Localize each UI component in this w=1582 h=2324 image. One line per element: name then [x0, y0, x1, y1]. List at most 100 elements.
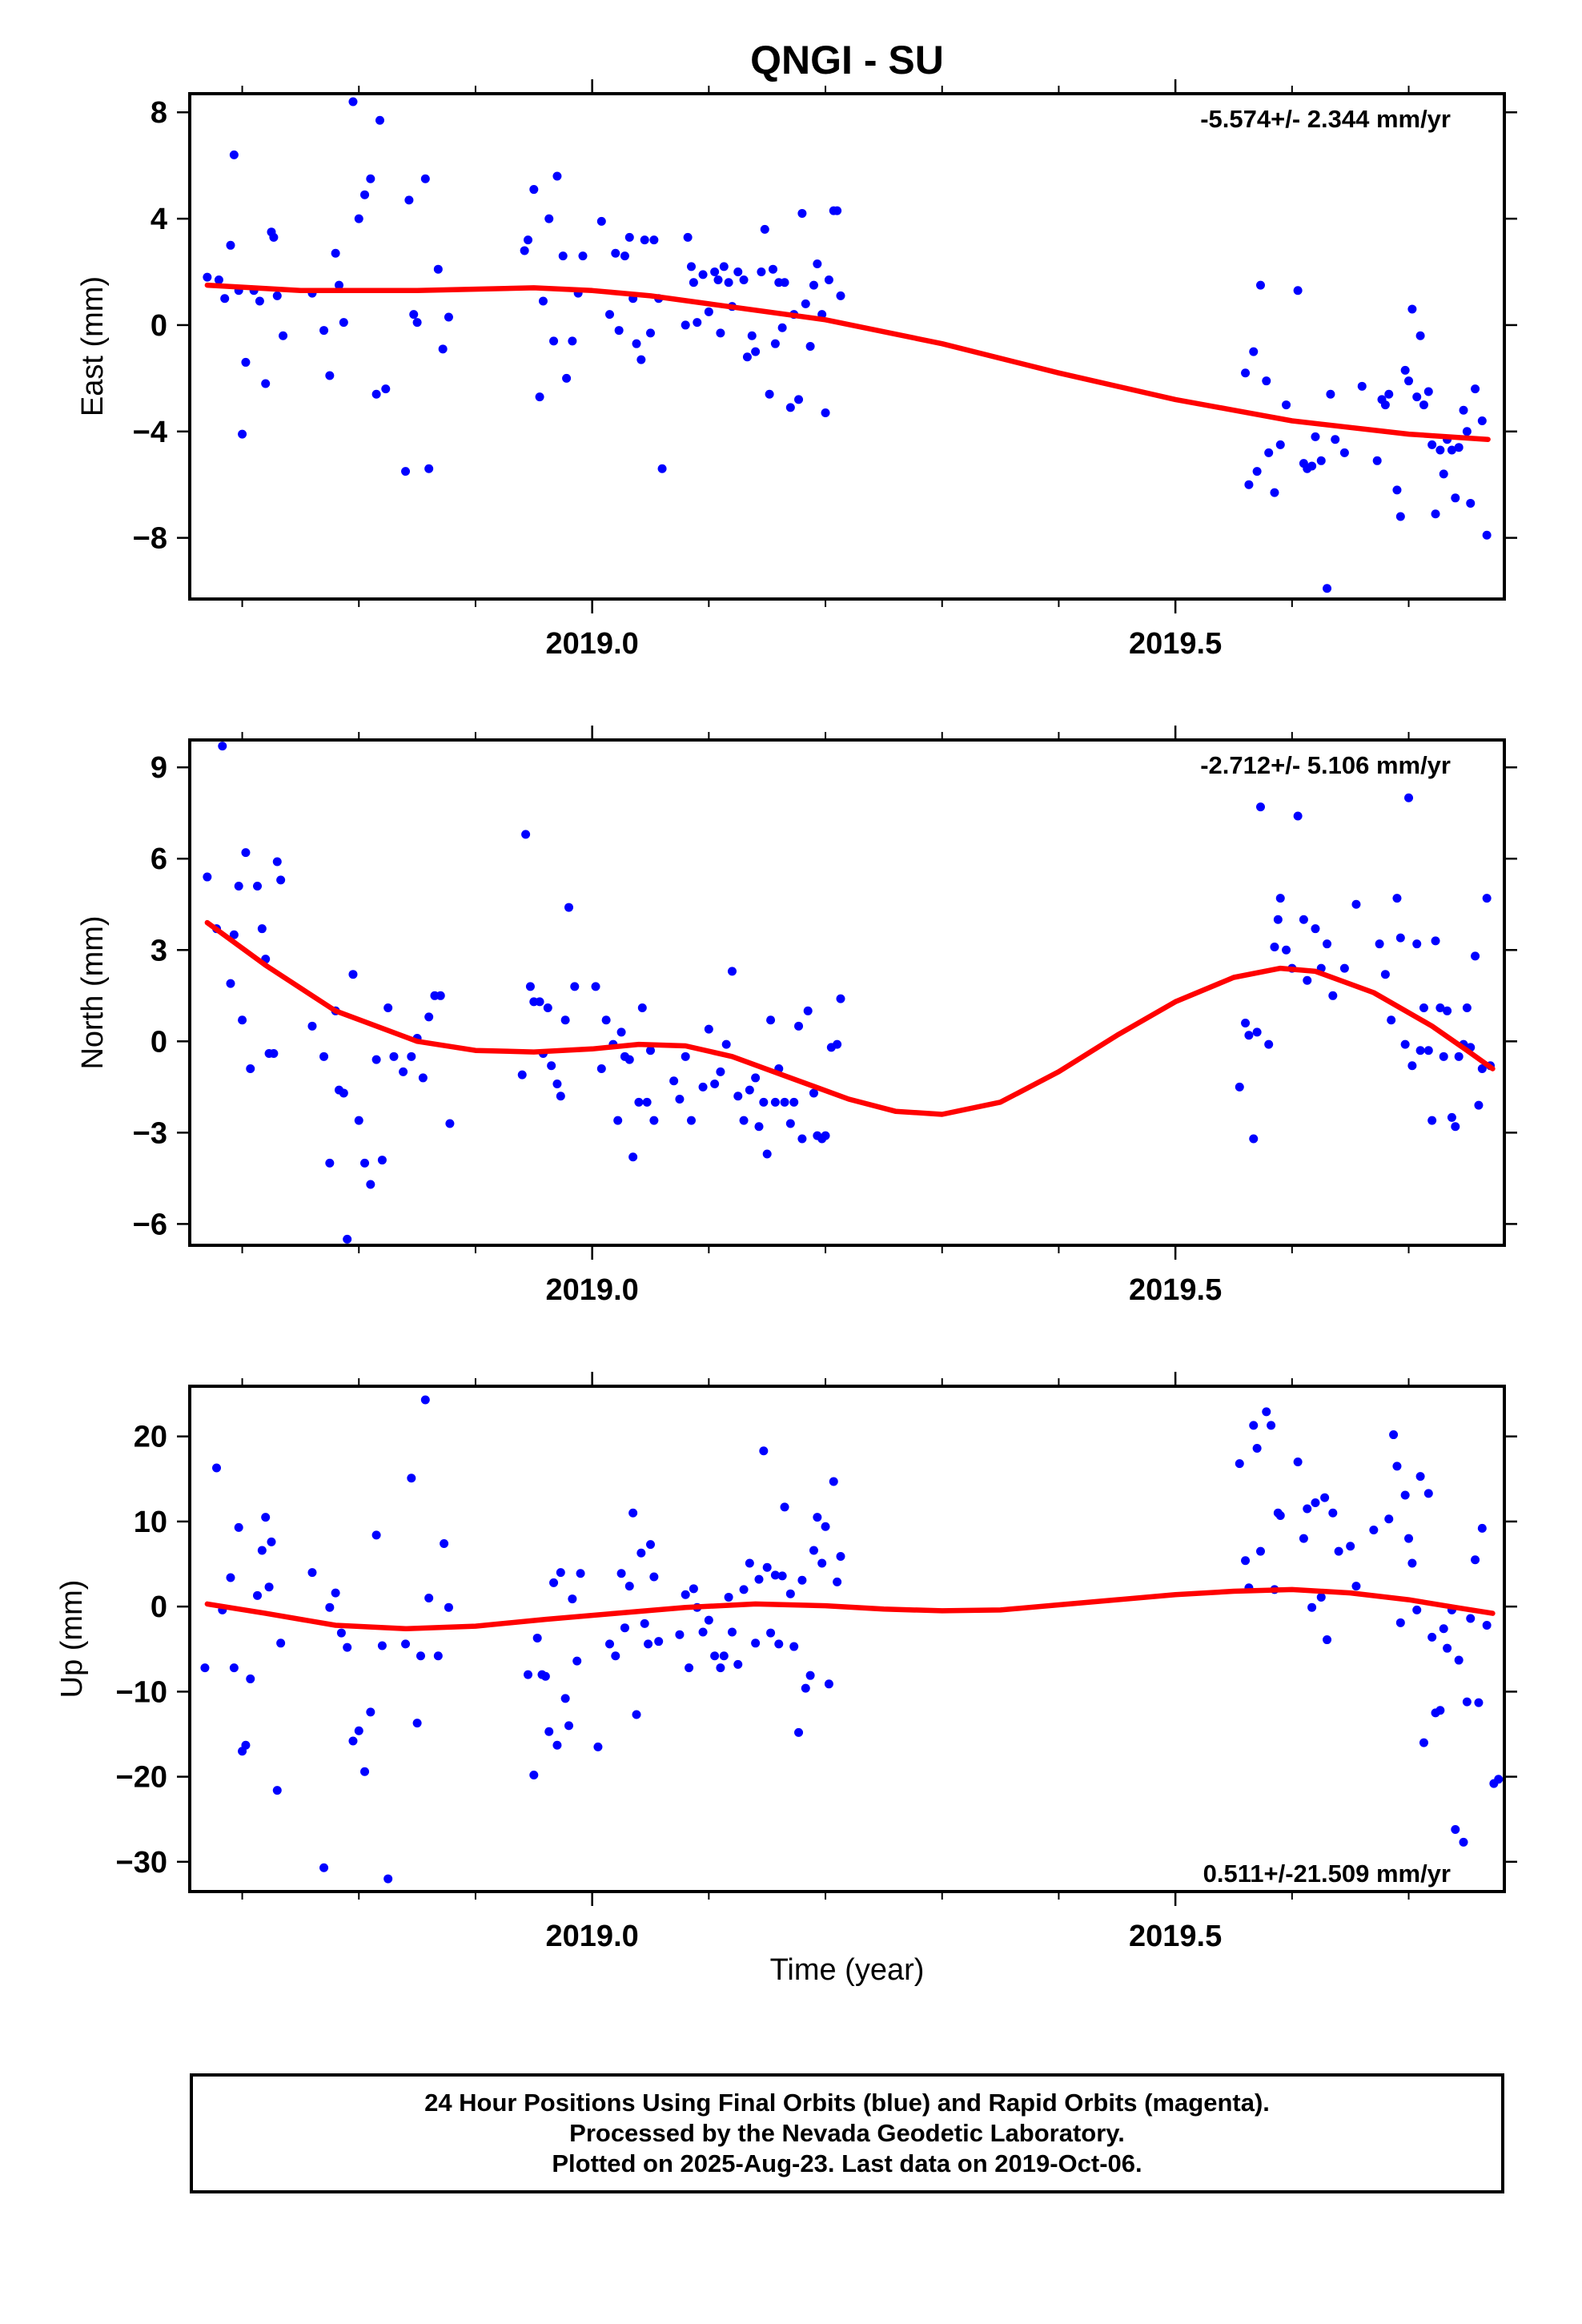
y-axis-label: Up (mm)	[55, 1580, 89, 1699]
y-tick-label: 4	[151, 203, 167, 236]
data-point	[1400, 1490, 1410, 1500]
data-point	[558, 251, 568, 261]
data-point	[1477, 1523, 1487, 1533]
y-tick-label: −3	[133, 1116, 167, 1150]
data-point	[381, 384, 391, 394]
data-point	[279, 331, 288, 340]
data-point	[1471, 1555, 1480, 1565]
data-point	[325, 371, 335, 380]
data-point	[436, 991, 445, 1000]
data-point	[710, 267, 720, 277]
data-point	[624, 1055, 634, 1064]
data-point	[407, 1474, 416, 1483]
data-point	[616, 1569, 626, 1578]
data-point	[760, 224, 769, 234]
data-point	[319, 1863, 329, 1872]
data-point	[253, 1590, 263, 1600]
data-point	[640, 1618, 649, 1628]
data-point	[1262, 1407, 1271, 1417]
data-point	[409, 310, 419, 320]
x-tick-label: 2019.5	[1129, 627, 1222, 661]
data-point	[334, 280, 343, 290]
data-point	[681, 320, 690, 330]
data-point	[1311, 1498, 1320, 1508]
data-point	[343, 1642, 352, 1652]
data-point	[733, 1659, 743, 1669]
data-point	[269, 232, 279, 242]
data-point	[538, 296, 548, 306]
data-point	[833, 206, 842, 215]
data-point	[1462, 427, 1472, 436]
data-point	[552, 1740, 562, 1750]
data-point	[739, 275, 749, 284]
data-point	[1293, 286, 1303, 296]
data-point	[307, 1021, 317, 1031]
data-point	[727, 1627, 737, 1637]
data-point	[836, 291, 845, 300]
data-point	[532, 1633, 542, 1642]
data-point	[1439, 1051, 1448, 1061]
data-point	[759, 1097, 769, 1107]
data-point	[578, 251, 588, 261]
data-point	[689, 278, 698, 287]
data-point	[632, 339, 641, 348]
data-point	[713, 275, 723, 284]
data-point	[241, 357, 251, 367]
data-point	[1339, 448, 1349, 457]
data-point	[716, 328, 725, 338]
data-point	[797, 208, 807, 218]
data-point	[420, 1395, 430, 1405]
data-point	[257, 924, 267, 934]
data-point	[1303, 975, 1312, 985]
y-tick-label: 3	[151, 934, 167, 967]
data-point	[1404, 793, 1414, 802]
data-point	[624, 1582, 634, 1591]
data-point	[203, 272, 212, 282]
data-point	[576, 1569, 585, 1578]
data-point	[336, 1628, 346, 1638]
data-point	[1419, 1738, 1428, 1747]
data-point	[833, 1577, 842, 1586]
data-point	[704, 1615, 713, 1625]
data-point	[605, 310, 615, 320]
data-point	[1323, 1635, 1332, 1645]
data-point	[1299, 1534, 1308, 1543]
data-point	[1435, 445, 1445, 455]
data-point	[547, 1061, 556, 1071]
data-point	[704, 307, 713, 316]
data-point	[412, 1719, 422, 1728]
data-point	[762, 1149, 772, 1159]
data-point	[646, 328, 656, 338]
data-point	[343, 1234, 352, 1244]
data-point	[383, 1003, 393, 1013]
fit-curve	[204, 282, 1491, 442]
data-point	[1392, 1462, 1402, 1471]
data-point	[1372, 456, 1382, 465]
data-point	[1375, 939, 1384, 949]
data-point	[1427, 440, 1437, 449]
data-point	[389, 1051, 399, 1061]
data-point	[751, 1638, 761, 1648]
data-point	[1270, 488, 1279, 497]
data-point	[366, 1180, 375, 1189]
data-point	[1380, 970, 1390, 979]
data-point	[1419, 400, 1428, 410]
data-point	[246, 1674, 255, 1683]
data-point	[444, 1602, 453, 1612]
data-point	[1451, 1122, 1460, 1132]
data-point	[836, 994, 845, 1003]
data-point	[1249, 1134, 1259, 1144]
data-point	[371, 1055, 381, 1064]
data-point	[698, 270, 708, 279]
data-point	[549, 1578, 559, 1587]
data-point	[556, 1568, 565, 1578]
data-point	[1326, 389, 1335, 399]
data-point	[693, 318, 702, 328]
data-point	[1451, 1824, 1460, 1834]
data-point	[1443, 1006, 1452, 1015]
data-point	[762, 1562, 772, 1572]
data-point	[1311, 432, 1320, 441]
data-point	[401, 1639, 411, 1649]
data-point	[556, 1092, 565, 1101]
data-point	[1415, 1472, 1425, 1482]
